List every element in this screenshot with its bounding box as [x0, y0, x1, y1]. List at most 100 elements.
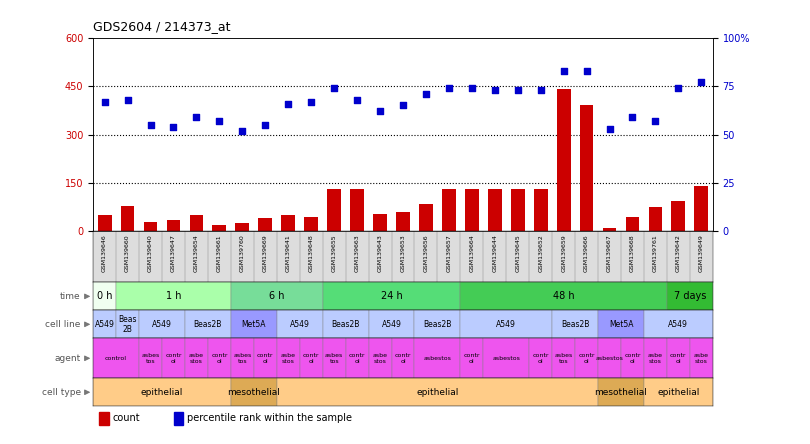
Point: [213, 117, 226, 124]
Bar: [598, 310, 644, 338]
Bar: [167, 220, 181, 231]
Bar: [327, 190, 341, 231]
Text: percentile rank within the sample: percentile rank within the sample: [187, 413, 352, 424]
Text: GSM139659: GSM139659: [561, 234, 566, 272]
Bar: [93, 338, 139, 378]
Bar: [93, 310, 116, 338]
Text: mesothelial: mesothelial: [228, 388, 280, 397]
Point: [535, 87, 548, 94]
Point: [672, 84, 685, 91]
Text: mesothelial: mesothelial: [595, 388, 647, 397]
Text: Met5A: Met5A: [241, 320, 266, 329]
Bar: [277, 310, 322, 338]
Bar: [690, 338, 713, 378]
Bar: [185, 310, 231, 338]
Text: A549: A549: [382, 320, 402, 329]
Text: A549: A549: [152, 320, 172, 329]
Text: epithelial: epithelial: [657, 388, 700, 397]
Bar: [511, 190, 525, 231]
Point: [580, 67, 593, 74]
Bar: [173, 412, 183, 424]
Text: GSM139644: GSM139644: [492, 234, 497, 272]
Text: asbestos: asbestos: [492, 356, 520, 361]
Text: cell line: cell line: [45, 320, 81, 329]
Bar: [598, 378, 644, 406]
Text: epithelial: epithelial: [416, 388, 458, 397]
Point: [557, 67, 570, 74]
Bar: [580, 106, 594, 231]
Bar: [212, 225, 226, 231]
Text: 7 days: 7 days: [674, 291, 706, 301]
Text: asbes
tos: asbes tos: [555, 353, 573, 364]
Text: contr
ol: contr ol: [532, 353, 549, 364]
Text: GSM139654: GSM139654: [194, 234, 199, 272]
Text: contr
ol: contr ol: [394, 353, 411, 364]
Bar: [649, 207, 663, 231]
Bar: [603, 228, 616, 231]
Bar: [369, 338, 391, 378]
Bar: [281, 215, 295, 231]
Text: 1 h: 1 h: [166, 291, 181, 301]
Text: asbe
stos: asbe stos: [373, 353, 387, 364]
Bar: [208, 338, 231, 378]
Bar: [369, 310, 415, 338]
Text: asbestos: asbestos: [595, 356, 624, 361]
Point: [695, 79, 708, 86]
Text: Beas2B: Beas2B: [561, 320, 590, 329]
Point: [327, 84, 340, 91]
Bar: [254, 338, 277, 378]
Point: [626, 114, 639, 121]
Text: GSM139663: GSM139663: [355, 234, 360, 272]
Text: GSM139653: GSM139653: [400, 234, 406, 272]
Text: contr
ol: contr ol: [349, 353, 365, 364]
Bar: [460, 338, 484, 378]
Text: GSM139652: GSM139652: [538, 234, 544, 272]
Bar: [231, 378, 277, 406]
Bar: [556, 89, 570, 231]
Bar: [100, 412, 109, 424]
Text: cell type: cell type: [41, 388, 81, 397]
Text: 24 h: 24 h: [381, 291, 403, 301]
Bar: [529, 338, 552, 378]
Text: GSM139664: GSM139664: [469, 234, 475, 272]
Text: Beas
2B: Beas 2B: [118, 315, 137, 334]
Bar: [671, 201, 685, 231]
Bar: [185, 338, 208, 378]
Bar: [322, 338, 346, 378]
Bar: [373, 214, 387, 231]
Text: A549: A549: [497, 320, 516, 329]
Point: [603, 125, 616, 132]
Bar: [143, 222, 157, 231]
Point: [167, 123, 180, 131]
Text: contr
ol: contr ol: [303, 353, 319, 364]
Bar: [322, 310, 369, 338]
Text: A549: A549: [668, 320, 688, 329]
Text: control: control: [105, 356, 127, 361]
Bar: [305, 217, 318, 231]
Point: [511, 87, 524, 94]
Bar: [93, 378, 231, 406]
Bar: [598, 338, 621, 378]
Point: [258, 121, 271, 128]
Text: GSM139657: GSM139657: [446, 234, 451, 272]
Bar: [391, 338, 415, 378]
Bar: [644, 310, 713, 338]
Bar: [300, 338, 322, 378]
Bar: [116, 310, 139, 338]
Text: 0 h: 0 h: [97, 291, 113, 301]
Point: [373, 108, 386, 115]
Bar: [575, 338, 598, 378]
Text: Beas2B: Beas2B: [423, 320, 452, 329]
Bar: [694, 186, 708, 231]
Point: [190, 114, 202, 121]
Text: 48 h: 48 h: [552, 291, 574, 301]
Point: [649, 117, 662, 124]
Text: contr
ol: contr ol: [211, 353, 228, 364]
Point: [465, 84, 478, 91]
Point: [98, 98, 111, 105]
Bar: [322, 282, 460, 310]
Text: A549: A549: [95, 320, 114, 329]
Text: GSM139655: GSM139655: [331, 234, 337, 271]
Bar: [644, 338, 667, 378]
Text: agent: agent: [54, 354, 81, 363]
